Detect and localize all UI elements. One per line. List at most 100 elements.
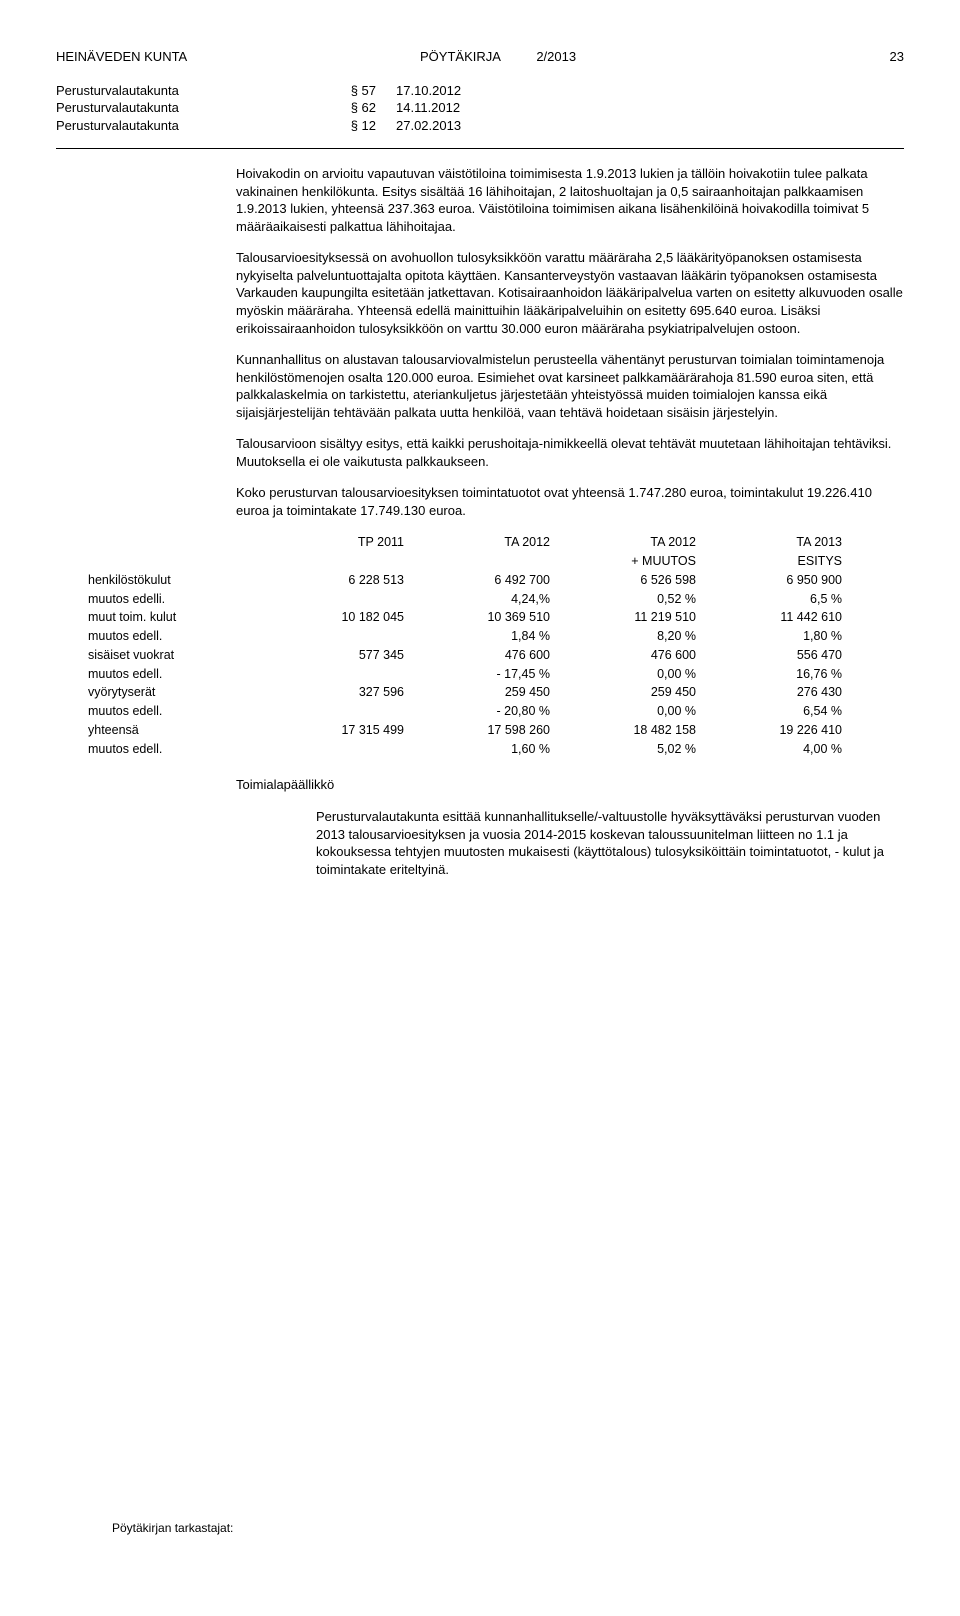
table-row: yhteensä 17 315 499 17 598 260 18 482 15… xyxy=(88,721,904,740)
table-row: muutos edell. 1,60 % 5,02 % 4,00 % xyxy=(88,740,904,759)
table-cell xyxy=(258,590,404,609)
table-cell: 1,60 % xyxy=(404,740,550,759)
table-cell: muut toim. kulut xyxy=(88,608,258,627)
table-header-cell: TA 2012 xyxy=(404,533,550,552)
table-row: muutos edell. - 17,45 % 0,00 % 16,76 % xyxy=(88,665,904,684)
reference-block: Perusturvalautakunta § 57 17.10.2012 Per… xyxy=(56,82,904,135)
table-cell: 0,00 % xyxy=(550,702,696,721)
table-cell: 1,84 % xyxy=(404,627,550,646)
table-cell: 6 950 900 xyxy=(696,571,842,590)
header-doc-type: PÖYTÄKIRJA 2/2013 xyxy=(420,48,784,66)
reference-date: 27.02.2013 xyxy=(396,117,516,135)
reference-name: Perusturvalautakunta xyxy=(56,82,316,100)
table-cell: 276 430 xyxy=(696,683,842,702)
table-cell: 327 596 xyxy=(258,683,404,702)
table-cell: 17 598 260 xyxy=(404,721,550,740)
table-cell: muutos edell. xyxy=(88,740,258,759)
reference-name: Perusturvalautakunta xyxy=(56,117,316,135)
body-paragraph: Koko perusturvan talousarvioesityksen to… xyxy=(236,484,904,519)
table-cell: 6 228 513 xyxy=(258,571,404,590)
body-paragraph: Hoivakodin on arvioitu vapautuvan väistö… xyxy=(236,165,904,235)
table-row: muut toim. kulut 10 182 045 10 369 510 1… xyxy=(88,608,904,627)
table-cell: - 17,45 % xyxy=(404,665,550,684)
table-cell: 10 369 510 xyxy=(404,608,550,627)
table-cell: 6 526 598 xyxy=(550,571,696,590)
table-cell xyxy=(258,702,404,721)
table-header-cell: TP 2011 xyxy=(258,533,404,552)
table-cell: henkilöstökulut xyxy=(88,571,258,590)
table-header-cell: ESITYS xyxy=(696,552,842,571)
table-header-cell xyxy=(88,533,258,552)
table-row: muutos edelli. 4,24,% 0,52 % 6,5 % xyxy=(88,590,904,609)
table-cell: 18 482 158 xyxy=(550,721,696,740)
table-row: vyörytyserät 327 596 259 450 259 450 276… xyxy=(88,683,904,702)
table-header-row: + MUUTOS ESITYS xyxy=(88,552,904,571)
reference-row: Perusturvalautakunta § 12 27.02.2013 xyxy=(56,117,904,135)
table-row: muutos edell. 1,84 % 8,20 % 1,80 % xyxy=(88,627,904,646)
table-cell: 259 450 xyxy=(404,683,550,702)
table-cell: 476 600 xyxy=(404,646,550,665)
header-page-num: 23 xyxy=(784,48,904,66)
table-cell: 11 442 610 xyxy=(696,608,842,627)
divider xyxy=(56,148,904,149)
reference-date: 17.10.2012 xyxy=(396,82,516,100)
table-cell: sisäiset vuokrat xyxy=(88,646,258,665)
table-cell: vyörytyserät xyxy=(88,683,258,702)
table-row: sisäiset vuokrat 577 345 476 600 476 600… xyxy=(88,646,904,665)
footer-text: Pöytäkirjan tarkastajat: xyxy=(112,1520,233,1536)
table-cell: 4,24,% xyxy=(404,590,550,609)
table-cell: - 20,80 % xyxy=(404,702,550,721)
table-cell xyxy=(258,627,404,646)
table-cell: 8,20 % xyxy=(550,627,696,646)
body-paragraph: Kunnanhallitus on alustavan talousarviov… xyxy=(236,351,904,421)
reference-section: § 57 xyxy=(316,82,396,100)
table-header-cell: TA 2013 xyxy=(696,533,842,552)
reference-row: Perusturvalautakunta § 57 17.10.2012 xyxy=(56,82,904,100)
table-cell: muutos edell. xyxy=(88,627,258,646)
reference-row: Perusturvalautakunta § 62 14.11.2012 xyxy=(56,99,904,117)
table-header-cell xyxy=(258,552,404,571)
table-cell: 19 226 410 xyxy=(696,721,842,740)
body-paragraph: Talousarvioon sisältyy esitys, että kaik… xyxy=(236,435,904,470)
reference-name: Perusturvalautakunta xyxy=(56,99,316,117)
table-cell: 556 470 xyxy=(696,646,842,665)
table-cell: muutos edell. xyxy=(88,702,258,721)
table-cell: 10 182 045 xyxy=(258,608,404,627)
table-row: henkilöstökulut 6 228 513 6 492 700 6 52… xyxy=(88,571,904,590)
table-header-row: TP 2011 TA 2012 TA 2012 TA 2013 xyxy=(88,533,904,552)
table-cell: 577 345 xyxy=(258,646,404,665)
table-cell xyxy=(258,740,404,759)
table-cell: 1,80 % xyxy=(696,627,842,646)
body-paragraph: Talousarvioesityksessä on avohuollon tul… xyxy=(236,249,904,337)
table-cell: 0,00 % xyxy=(550,665,696,684)
header-doc-num: 2/2013 xyxy=(536,49,576,64)
table-cell xyxy=(258,665,404,684)
table-cell: 6,54 % xyxy=(696,702,842,721)
reference-section: § 62 xyxy=(316,99,396,117)
table-cell: muutos edell. xyxy=(88,665,258,684)
table-cell: 0,52 % xyxy=(550,590,696,609)
table-cell: 17 315 499 xyxy=(258,721,404,740)
reference-date: 14.11.2012 xyxy=(396,99,516,117)
table-cell: 476 600 xyxy=(550,646,696,665)
reference-section: § 12 xyxy=(316,117,396,135)
table-cell: 16,76 % xyxy=(696,665,842,684)
header-org: HEINÄVEDEN KUNTA xyxy=(56,48,420,66)
decision-paragraph: Perusturvalautakunta esittää kunnanhalli… xyxy=(316,808,904,878)
table-cell: 5,02 % xyxy=(550,740,696,759)
table-header-cell: + MUUTOS xyxy=(550,552,696,571)
table-cell: muutos edelli. xyxy=(88,590,258,609)
header-doc-type-text: PÖYTÄKIRJA xyxy=(420,49,500,64)
table-header-cell xyxy=(404,552,550,571)
table-cell: 6,5 % xyxy=(696,590,842,609)
table-cell: 6 492 700 xyxy=(404,571,550,590)
table-cell: yhteensä xyxy=(88,721,258,740)
table-header-cell: TA 2012 xyxy=(550,533,696,552)
table-cell: 259 450 xyxy=(550,683,696,702)
finance-table: TP 2011 TA 2012 TA 2012 TA 2013 + MUUTOS… xyxy=(88,533,904,758)
table-cell: 11 219 510 xyxy=(550,608,696,627)
page-header: HEINÄVEDEN KUNTA PÖYTÄKIRJA 2/2013 23 xyxy=(56,48,904,66)
role-heading: Toimialapäällikkö xyxy=(236,776,904,794)
table-cell: 4,00 % xyxy=(696,740,842,759)
table-header-cell xyxy=(88,552,258,571)
